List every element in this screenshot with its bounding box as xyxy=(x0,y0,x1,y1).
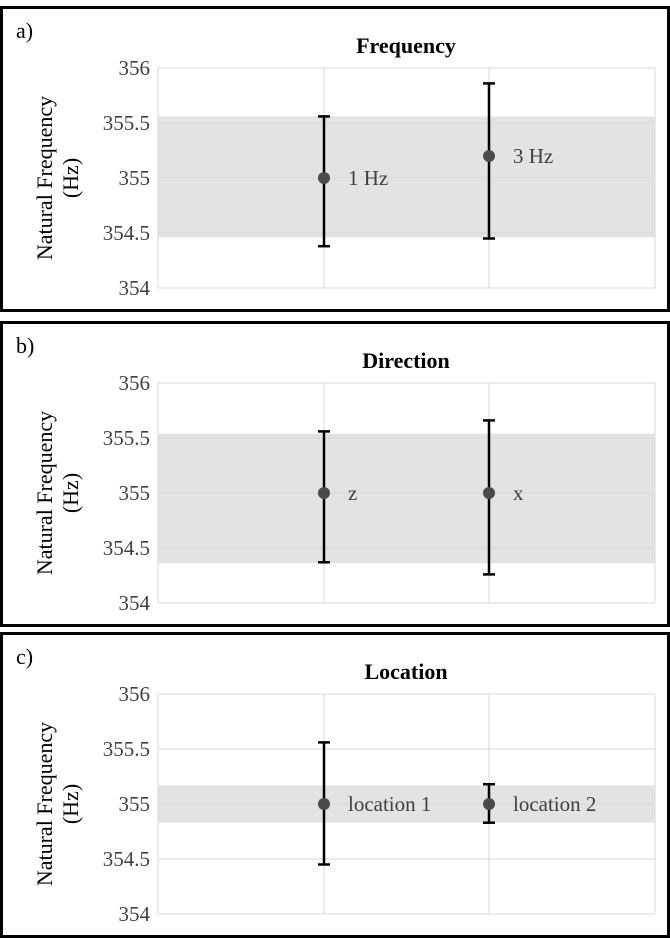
data-label: location 1 xyxy=(348,792,431,816)
y-axis-label-line: Natural Frequency xyxy=(32,96,57,260)
y-tick-label: 354.5 xyxy=(103,221,150,245)
y-tick-label: 355 xyxy=(119,792,151,816)
panel-frame xyxy=(0,321,670,627)
y-axis-label-line: (Hz) xyxy=(58,158,83,198)
data-point xyxy=(483,487,495,499)
data-point xyxy=(318,172,330,184)
chart-svg: 354 354.5 355 355.5 356 b) Direction Natural Fr… xyxy=(0,321,670,627)
y-axis-label: Natural Frequency(Hz) xyxy=(32,411,83,575)
data-point xyxy=(483,150,495,162)
y-axis-label: Natural Frequency(Hz) xyxy=(32,96,83,260)
y-axis-label-line: Natural Frequency xyxy=(32,722,57,886)
data-label: 3 Hz xyxy=(513,144,553,168)
y-tick-label: 354 xyxy=(119,276,151,300)
y-axis-label: Natural Frequency(Hz) xyxy=(32,722,83,886)
y-tick-label: 355 xyxy=(119,481,151,505)
data-point-group: 1 Hz xyxy=(318,115,388,248)
y-tick-label: 356 xyxy=(119,682,151,706)
y-axis-label-line: (Hz) xyxy=(58,473,83,513)
data-point xyxy=(318,487,330,499)
y-tick-label: 355 xyxy=(119,166,151,190)
chart-title: Location xyxy=(364,659,447,684)
chart-title: Frequency xyxy=(356,33,456,58)
y-tick-label: 354.5 xyxy=(103,536,150,560)
data-point-group: location 1 xyxy=(318,741,431,866)
panel-frame xyxy=(0,632,670,938)
data-point-group: x xyxy=(483,419,524,576)
panel-label: c) xyxy=(16,644,33,669)
chart-svg: 354 354.5 355 355.5 356 c) Location Natural Fre… xyxy=(0,632,670,938)
y-tick-label: 355.5 xyxy=(103,426,150,450)
y-tick-label: 354 xyxy=(119,591,151,615)
panel-label: b) xyxy=(16,333,34,358)
chart-title: Direction xyxy=(362,348,450,373)
chart-panel-location: 354 354.5 355 355.5 356 c) Location Natural Fre… xyxy=(0,632,670,938)
y-tick-label: 354 xyxy=(119,902,151,926)
y-tick-label: 354.5 xyxy=(103,847,150,871)
y-tick-label: 356 xyxy=(119,371,151,395)
data-label: 1 Hz xyxy=(348,166,388,190)
y-tick-label: 355.5 xyxy=(103,111,150,135)
data-label: x xyxy=(513,481,524,505)
data-point-group: 3 Hz xyxy=(483,82,553,240)
data-point-group: location 2 xyxy=(483,782,596,824)
data-label: z xyxy=(348,481,357,505)
chart-panel-direction: 354 354.5 355 355.5 356 b) Direction Natural Fr… xyxy=(0,321,670,627)
confidence-band xyxy=(158,116,655,238)
panel-label: a) xyxy=(16,18,33,43)
data-point-group: z xyxy=(318,430,357,564)
confidence-band xyxy=(158,433,655,564)
y-axis-label-line: Natural Frequency xyxy=(32,411,57,575)
data-point xyxy=(318,798,330,810)
y-tick-label: 356 xyxy=(119,56,151,80)
y-axis-label-line: (Hz) xyxy=(58,784,83,824)
panel-frame xyxy=(0,6,670,312)
chart-panel-frequency: 354 354.5 355 355.5 356 a) Frequency Natural Fr… xyxy=(0,6,670,312)
y-tick-label: 355.5 xyxy=(103,737,150,761)
data-point xyxy=(483,798,495,810)
data-label: location 2 xyxy=(513,792,596,816)
chart-svg: 354 354.5 355 355.5 356 a) Frequency Natural Fr… xyxy=(0,6,670,312)
